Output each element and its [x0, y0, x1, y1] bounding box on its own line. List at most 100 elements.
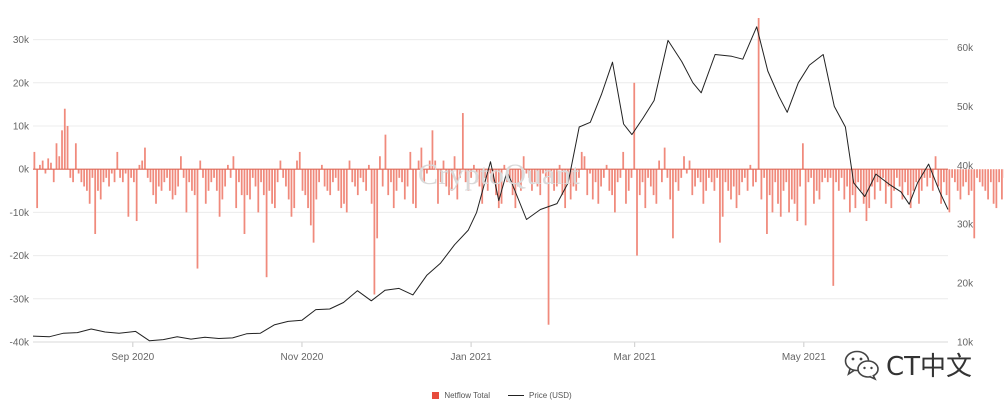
netflow-bar — [271, 169, 273, 204]
netflow-bar — [971, 169, 973, 191]
netflow-bar — [285, 169, 287, 186]
netflow-bar — [584, 156, 586, 169]
netflow-bar — [246, 169, 248, 195]
netflow-bar — [669, 169, 671, 199]
source-badge: CT中文 — [844, 346, 972, 383]
netflow-bar — [94, 169, 96, 234]
netflow-bar — [824, 169, 826, 178]
legend-item-price[interactable]: Price (USD) — [508, 391, 572, 400]
netflow-bar — [69, 169, 71, 178]
netflow-bar — [606, 165, 608, 169]
netflow-bar — [80, 169, 82, 182]
y-right-tick-label: 40k — [957, 161, 974, 172]
netflow-bar — [415, 169, 417, 208]
netflow-bar — [125, 169, 127, 173]
netflow-bar — [658, 161, 660, 170]
netflow-bar — [244, 169, 246, 234]
netflow-bar — [202, 169, 204, 178]
netflow-bar — [960, 169, 962, 199]
y-left-tick-label: 0k — [18, 165, 30, 176]
netflow-bar — [926, 169, 928, 186]
netflow-bar — [249, 169, 251, 199]
netflow-bar — [324, 169, 326, 186]
netflow-bar — [857, 169, 859, 182]
netflow-bar — [769, 169, 771, 195]
netflow-bar — [263, 169, 265, 195]
netflow-bar — [951, 169, 953, 178]
netflow-bar — [863, 169, 865, 204]
netflow-bar — [631, 169, 633, 178]
netflow-bar — [672, 169, 674, 238]
netflow-bar — [307, 169, 309, 208]
netflow-bar — [675, 169, 677, 182]
netflow-bar — [686, 169, 688, 173]
netflow-bar — [362, 169, 364, 182]
netflow-bar — [130, 169, 132, 178]
netflow-bar — [592, 169, 594, 199]
netflow-bar — [100, 169, 102, 199]
netflow-bar — [194, 169, 196, 195]
netflow-bar — [794, 169, 796, 204]
netflow-bar — [136, 169, 138, 221]
netflow-bar — [282, 169, 284, 178]
netflow-bar — [689, 161, 691, 170]
netflow-bar — [280, 161, 282, 170]
netflow-bar — [338, 169, 340, 191]
legend-swatch-netflow — [432, 392, 439, 399]
netflow-bar — [683, 156, 685, 169]
netflow-bar — [642, 169, 644, 182]
legend-label-netflow: Netflow Total — [444, 391, 490, 400]
netflow-bar — [257, 169, 259, 212]
netflow-bar — [904, 169, 906, 182]
netflow-bar — [127, 169, 129, 217]
netflow-bar — [47, 158, 49, 169]
netflow-bar — [755, 169, 757, 182]
netflow-bar — [913, 169, 915, 191]
netflow-bar — [89, 169, 91, 204]
netflow-bar — [874, 169, 876, 199]
netflow-bar — [321, 165, 323, 169]
netflow-bar — [730, 169, 732, 199]
netflow-bar — [647, 169, 649, 178]
netflow-bar — [946, 169, 948, 195]
netflow-bar — [252, 169, 254, 178]
netflow-bar — [733, 169, 735, 186]
netflow-bar — [968, 169, 970, 195]
netflow-bar — [368, 165, 370, 169]
netflow-bar — [995, 169, 997, 208]
netflow-bar — [105, 169, 107, 178]
netflow-bar — [332, 169, 334, 182]
netflow-bar — [296, 161, 298, 170]
badge-text: CT中文 — [886, 346, 972, 383]
netflow-bar — [230, 169, 232, 178]
legend-item-netflow[interactable]: Netflow Total — [432, 391, 490, 400]
netflow-bar — [705, 169, 707, 191]
netflow-bar — [639, 169, 641, 195]
netflow-bar — [304, 169, 306, 195]
netflow-bar — [937, 169, 939, 186]
y-left-tick-label: -10k — [10, 208, 30, 219]
x-tick-label: Nov 2020 — [281, 352, 324, 363]
netflow-bar — [785, 169, 787, 182]
netflow-bar — [241, 169, 243, 195]
netflow-bar — [589, 169, 591, 173]
netflow-bar — [114, 169, 116, 182]
netflow-bar — [376, 169, 378, 238]
netflow-bar — [984, 169, 986, 191]
netflow-bar — [744, 169, 746, 178]
netflow-bar — [180, 156, 182, 169]
netflow-bar — [973, 169, 975, 238]
netflow-bar — [108, 169, 110, 186]
netflow-bar — [849, 169, 851, 212]
netflow-bar — [727, 169, 729, 191]
netflow-bar — [409, 152, 411, 169]
netflow-bar — [608, 169, 610, 191]
netflow-bar — [161, 169, 163, 191]
netflow-bar — [611, 169, 613, 195]
netflow-bar — [219, 169, 221, 217]
netflow-bar — [633, 83, 635, 169]
netflow-bar — [791, 169, 793, 199]
legend-swatch-price — [508, 395, 524, 396]
netflow-bar — [644, 169, 646, 208]
netflow-bar — [719, 169, 721, 242]
